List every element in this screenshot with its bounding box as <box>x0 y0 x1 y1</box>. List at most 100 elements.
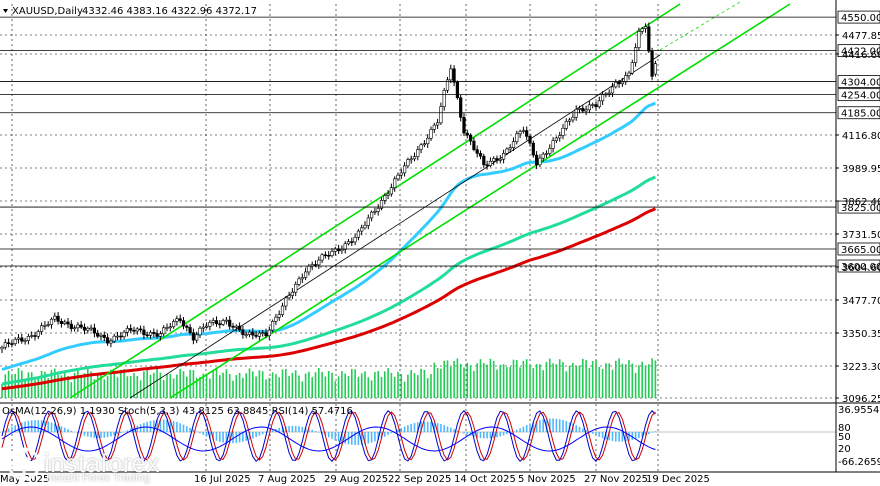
volume-bar <box>156 368 158 398</box>
volume-bar <box>113 371 115 398</box>
volume-bar <box>535 364 538 398</box>
candle-body <box>435 122 440 126</box>
osma-bar <box>11 426 13 432</box>
candle-body <box>452 68 456 83</box>
osma-bar <box>535 421 538 432</box>
osma-bar <box>242 432 244 442</box>
osma-bar <box>463 432 465 434</box>
candle-body <box>426 137 430 145</box>
volume-bar <box>252 371 254 398</box>
y-tick-label: 4116.80 <box>842 131 880 142</box>
osma-bar <box>483 432 485 439</box>
candle-body <box>376 207 380 212</box>
volume-bar <box>159 372 162 398</box>
volume-bar <box>558 359 561 398</box>
candle-body <box>43 325 47 327</box>
candle-body <box>386 193 390 196</box>
osma-bar <box>393 431 396 432</box>
candle-body <box>251 331 255 336</box>
osma-bar <box>512 431 515 432</box>
volume-bar <box>100 373 102 398</box>
candle-body <box>135 328 139 332</box>
candle-body <box>53 315 57 320</box>
level-label: 4185.00 <box>841 109 880 120</box>
volume-bar <box>24 378 26 398</box>
candle-body <box>218 323 222 326</box>
candle-body <box>350 241 354 243</box>
volume-bar <box>420 368 422 398</box>
volume-bar <box>370 380 373 398</box>
candle-body <box>115 335 120 338</box>
osma-bar <box>116 432 119 435</box>
volume-bar <box>278 377 280 398</box>
volume-bar <box>199 376 201 398</box>
candle-body <box>650 50 654 77</box>
candle-body <box>485 164 489 167</box>
candle-body <box>379 200 384 209</box>
volume-bar <box>228 373 231 398</box>
osma-bar <box>238 432 241 443</box>
y-tick-label: 3604.60 <box>842 263 880 274</box>
volume-bar <box>413 373 416 398</box>
osma-bar <box>453 429 455 432</box>
osma-bar <box>578 426 581 432</box>
candle-body <box>162 327 166 335</box>
volume-bar <box>568 365 571 398</box>
y-tick-label: 3862.40 <box>842 197 880 208</box>
volume-bar <box>522 360 525 398</box>
osma-bar <box>519 428 521 432</box>
osma-bar <box>565 421 568 432</box>
candle-body <box>211 320 215 323</box>
volume-bar <box>539 364 541 398</box>
volume-bar <box>255 376 257 398</box>
candle-body <box>178 318 182 321</box>
x-tick-label: 14 Oct 2025 <box>454 474 516 485</box>
volume-bar <box>364 371 366 398</box>
volume-bar <box>162 379 165 398</box>
volume-bar <box>654 360 657 398</box>
volume-bar <box>496 369 498 398</box>
osma-bar <box>245 432 247 441</box>
volume-bar <box>298 375 300 398</box>
osma-bar <box>558 419 561 432</box>
candle-body <box>525 130 529 137</box>
candle-body <box>76 324 80 329</box>
osma-bar <box>93 432 96 438</box>
candle-body <box>231 325 235 328</box>
stoch-signal-line <box>1 411 656 461</box>
level-lines: 4550.00 4422.00 4304.00 4254.00 4185.00 3825.… <box>0 10 880 273</box>
volume-bar <box>83 373 86 398</box>
volume-bar <box>469 365 472 398</box>
candle-body <box>303 271 308 278</box>
candle-body <box>373 211 377 213</box>
candle-body <box>531 142 535 156</box>
osma-bar <box>641 432 643 437</box>
candle-body <box>102 334 106 338</box>
volume-bar <box>479 359 482 398</box>
candle-body <box>129 328 133 331</box>
osma-bar <box>390 432 393 434</box>
candle-body <box>181 320 186 327</box>
osma-bar <box>377 432 379 440</box>
volume-bar <box>202 373 205 398</box>
dropdown-arrow-icon[interactable] <box>3 9 8 13</box>
level-box <box>837 44 880 58</box>
osc-tick-label: 50 <box>838 432 851 443</box>
osma-bar <box>549 418 551 432</box>
osma-bar <box>506 432 508 435</box>
candle-body <box>7 342 11 344</box>
osma-bar <box>199 432 201 434</box>
candle-body <box>152 332 156 334</box>
osma-bar <box>27 420 30 432</box>
osma-bar <box>601 432 604 439</box>
candle-body <box>346 241 351 245</box>
candle-body <box>587 104 591 111</box>
candle-body <box>36 331 40 337</box>
rsi-line <box>1 426 656 452</box>
candle-body <box>254 334 258 337</box>
volume-bar <box>281 369 284 398</box>
osma-bar <box>499 432 502 437</box>
osma-bar <box>212 432 214 440</box>
level-box <box>837 75 880 88</box>
candle-body <box>459 97 463 118</box>
